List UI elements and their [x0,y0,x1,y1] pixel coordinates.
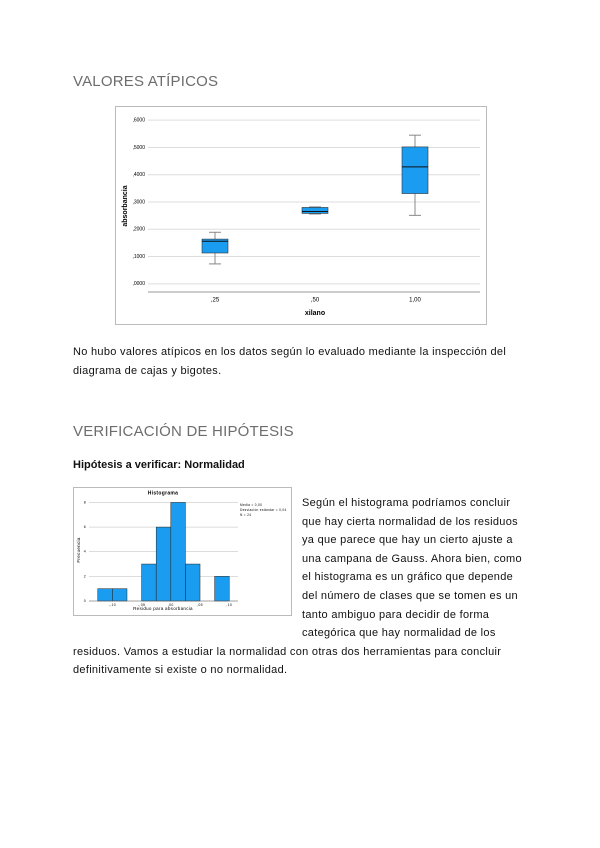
bar [214,576,230,602]
box [301,207,329,214]
box [201,238,229,254]
bar [141,563,157,602]
bar [170,502,186,602]
y-tick-label: 6 [84,525,86,529]
bar [155,526,172,602]
section-title: VALORES ATÍPICOS [73,73,219,90]
chart-frame [115,106,487,325]
y-tick-label: 2 [84,574,86,578]
box [401,146,429,194]
y-tick-label: ,0000 [132,281,145,287]
x-tick-label: -,05 [138,603,145,607]
y-tick-label: ,1000 [132,254,145,260]
x-tick-label: -,10 [109,603,116,607]
y-tick-label: 0 [84,599,86,603]
paragraph: No hubo valores atípicos en los datos se… [73,346,507,377]
x-tick-label: 1,00 [409,298,421,304]
x-tick-label: ,25 [211,298,220,304]
section-title: VERIFICACIÓN DE HIPÓTESIS [73,423,294,440]
y-tick-label: ,5000 [132,145,145,151]
y-tick-label: 8 [84,500,86,504]
y-axis-label: absorbancia [122,185,129,226]
y-axis-label: Frecuencia [76,537,81,562]
paragraph: Según el histograma podríamos concluir q… [73,497,522,677]
bar [185,563,201,602]
bar [97,588,113,602]
x-tick-label: ,00 [168,603,174,607]
histogram-chart: Histograma Residuo para absorbancia Frec… [73,487,292,616]
subtitle: Hipótesis a verificar: Normalidad [73,459,245,471]
y-tick-label: ,2000 [132,227,145,233]
legend-text: Desviación estándar = 0,04 [240,508,287,512]
chart-title: Histograma [148,490,179,496]
x-tick-label: ,50 [311,298,320,304]
y-tick-label: ,6000 [132,118,145,124]
boxplot-chart: xilano absorbancia ,0000 ,1000 ,2000 ,3000,… [115,106,487,325]
x-axis-label: xilano [305,310,325,317]
y-tick-label: 4 [84,550,86,554]
y-tick-label: ,3000 [132,199,145,205]
x-axis-label: Residuo para absorbancia [133,606,193,611]
legend-text: N = 24 [240,513,251,517]
x-tick-label: ,05 [197,603,203,607]
legend-text: Media = 0,00 [240,503,262,507]
x-tick-label: ,10 [226,603,232,607]
y-tick-label: ,4000 [132,172,145,178]
bar [112,588,128,602]
text-block: Histograma Residuo para absorbancia Frec… [73,487,529,680]
